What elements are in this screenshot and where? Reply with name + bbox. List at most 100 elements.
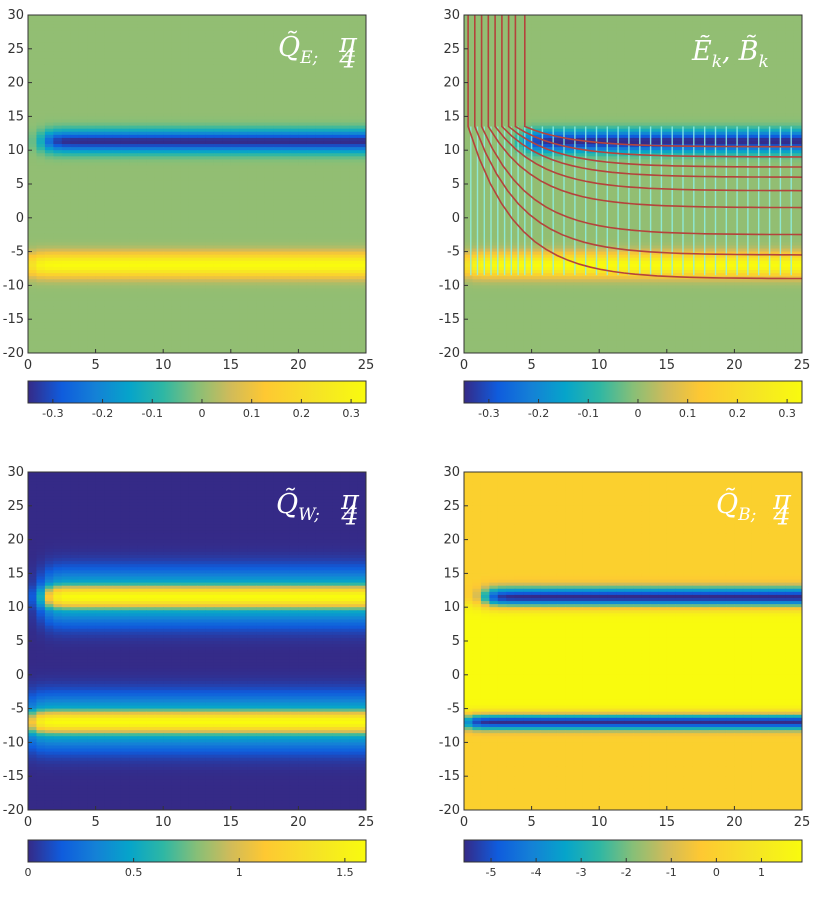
heatmap-cell (725, 30, 735, 35)
heatmap-cell (230, 337, 240, 342)
heatmap-cell (163, 177, 173, 182)
heatmap-cell (340, 42, 350, 47)
heatmap-cell (556, 39, 566, 44)
heatmap-cell (273, 110, 283, 114)
heatmap-cell (104, 91, 114, 96)
heatmap-cell (273, 15, 283, 19)
heatmap-cell (323, 273, 333, 277)
heatmap-cell (120, 147, 130, 151)
heatmap-cell (357, 101, 366, 105)
heatmap-cell (163, 45, 173, 50)
heatmap-cell (87, 208, 97, 213)
heatmap-cell (154, 174, 164, 179)
heatmap-cell (112, 325, 122, 330)
heatmap-cell (247, 279, 257, 283)
heatmap-cell (582, 48, 592, 53)
heatmap-cell (70, 171, 80, 176)
heatmap-cell (323, 54, 333, 59)
heatmap-cell (264, 300, 274, 305)
heatmap-cell (205, 27, 215, 31)
heatmap-cell (70, 94, 80, 99)
heatmap-cell (36, 104, 46, 108)
heatmap-cell (36, 51, 46, 56)
heatmap-cell (298, 319, 308, 323)
heatmap-cell (472, 18, 482, 22)
heatmap-cell (298, 242, 308, 247)
heatmap-cell (188, 279, 198, 283)
heatmap-cell (70, 128, 80, 133)
heatmap-cell (120, 159, 130, 164)
heatmap-cell (692, 24, 702, 28)
heatmap-cell (180, 202, 190, 207)
heatmap-cell (188, 58, 198, 62)
heatmap-cell (315, 156, 325, 161)
heatmap-cell (205, 159, 215, 164)
heatmap-cell (222, 263, 232, 268)
heatmap-cell (154, 205, 164, 210)
heatmap-cell (137, 217, 147, 222)
heatmap-cell (264, 64, 274, 68)
heatmap-cell (472, 48, 482, 53)
heatmap-cell (633, 51, 643, 56)
heatmap-cell (222, 325, 232, 330)
heatmap-cell (213, 328, 223, 333)
heatmap-cell (213, 18, 223, 22)
heatmap-cell (239, 297, 249, 302)
heatmap-cell (247, 190, 257, 194)
heatmap-cell (70, 294, 80, 299)
heatmap-cell (264, 285, 274, 290)
heatmap-cell (349, 260, 359, 265)
heatmap-cell (129, 266, 139, 271)
heatmap-cell (256, 340, 266, 345)
heatmap-cell (154, 73, 164, 78)
heatmap-cell (349, 137, 359, 142)
heatmap-cell (197, 220, 207, 225)
heatmap-cell (28, 24, 38, 28)
heatmap-cell (273, 279, 283, 283)
heatmap-cell (53, 30, 63, 35)
heatmap-cell (222, 251, 232, 256)
heatmap-cell (197, 82, 207, 87)
heatmap-cell (154, 131, 164, 136)
heatmap-cell (239, 257, 249, 262)
heatmap-cell (70, 177, 80, 182)
heatmap-cell (742, 48, 752, 53)
heatmap-cell (87, 153, 97, 157)
heatmap-cell (230, 150, 240, 154)
heatmap-cell (776, 51, 786, 56)
heatmap-cell (146, 346, 156, 351)
heatmap-cell (87, 36, 97, 41)
heatmap-cell (78, 285, 88, 290)
heatmap-cell (281, 104, 291, 108)
heatmap-cell (306, 162, 316, 167)
heatmap-cell (222, 205, 232, 210)
heatmap-cell (95, 220, 105, 225)
heatmap-cell (213, 54, 223, 59)
heatmap-cell (53, 190, 63, 194)
heatmap-cell (213, 260, 223, 265)
heatmap-cell (281, 346, 291, 351)
heatmap-cell (188, 220, 198, 225)
heatmap-cell (95, 30, 105, 35)
heatmap-cell (531, 15, 541, 19)
heatmap-cell (104, 233, 114, 237)
heatmap-cell (222, 220, 232, 225)
heatmap-cell (44, 137, 54, 142)
heatmap-cell (146, 42, 156, 47)
heatmap-cell (213, 27, 223, 31)
heatmap-cell (28, 147, 38, 151)
heatmap-cell (28, 18, 38, 22)
heatmap-cell (256, 97, 266, 102)
heatmap-cell (256, 39, 266, 44)
heatmap-cell (289, 97, 299, 102)
heatmap-cell (256, 165, 266, 170)
heatmap-cell (53, 101, 63, 105)
heatmap-cell (332, 343, 342, 348)
heatmap-cell (273, 174, 283, 179)
heatmap-cell (607, 39, 617, 44)
heatmap-cell (793, 30, 802, 35)
heatmap-cell (61, 54, 71, 59)
heatmap-cell (104, 263, 114, 268)
heatmap-cell (273, 227, 283, 231)
heatmap-cell (120, 15, 130, 19)
